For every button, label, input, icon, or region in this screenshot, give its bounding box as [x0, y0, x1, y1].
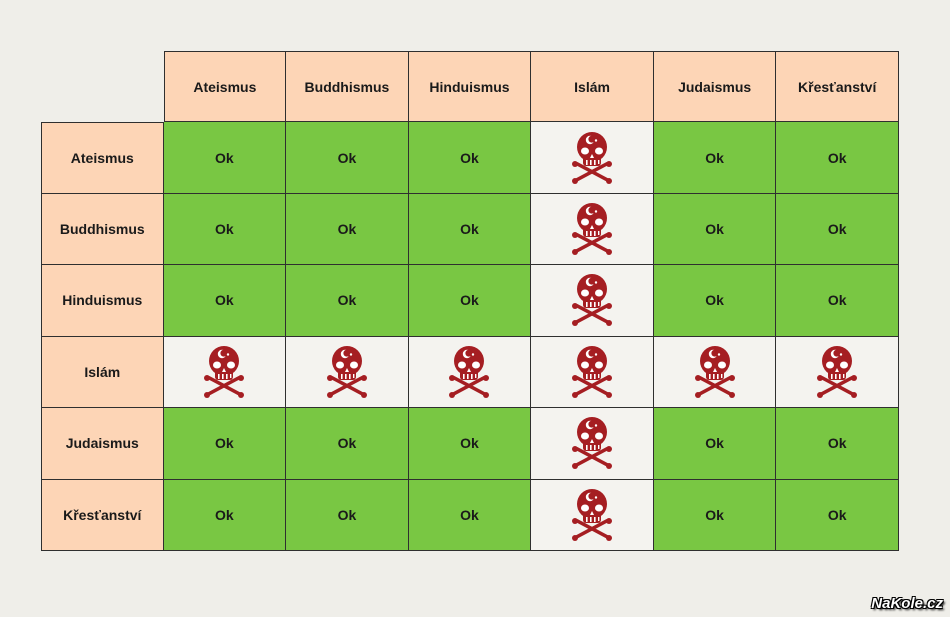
table-cell-ok: Ok [408, 193, 532, 266]
watermark: NaKole.cz [871, 595, 943, 612]
table-cell-ok: Ok [163, 408, 287, 480]
table-cell-danger [531, 479, 654, 551]
table-cell-ok: Ok [776, 408, 899, 480]
table-cell-danger [163, 336, 287, 409]
table-cell-ok: Ok [653, 122, 777, 194]
skull-crossbones-crescent-icon [571, 271, 613, 329]
row-header: Hinduismus [41, 265, 164, 337]
skull-crossbones-crescent-icon [694, 343, 736, 401]
table-cell-ok: Ok [776, 265, 899, 337]
table-cell-ok: Ok [286, 479, 409, 551]
table-cell-danger [776, 336, 899, 409]
row-header: Islám [41, 336, 164, 409]
column-header: Ateismus [163, 51, 287, 123]
table-cell-danger [408, 336, 532, 409]
skull-crossbones-crescent-icon [203, 343, 245, 401]
column-header: Buddhismus [286, 51, 409, 123]
table-cell-ok: Ok [408, 122, 532, 194]
table-cell-ok: Ok [286, 122, 409, 194]
table-cell-ok: Ok [408, 265, 532, 337]
table-cell-danger [531, 122, 654, 194]
skull-crossbones-crescent-icon [571, 200, 613, 258]
table-cell-ok: Ok [776, 193, 899, 266]
table-cell-ok: Ok [286, 193, 409, 266]
skull-crossbones-crescent-icon [571, 129, 613, 187]
table-cell-danger [653, 336, 777, 409]
row-header: Ateismus [41, 122, 164, 194]
skull-crossbones-crescent-icon [571, 486, 613, 544]
row-header: Buddhismus [41, 193, 164, 266]
row-header: Judaismus [41, 408, 164, 480]
table-cell-ok: Ok [163, 193, 287, 266]
corner-empty [41, 51, 164, 122]
compatibility-table: Ateismus Buddhismus Hinduismus Islám Judaism… [41, 51, 899, 551]
table-cell-ok: Ok [776, 479, 899, 551]
skull-crossbones-crescent-icon [571, 414, 613, 472]
table-cell-danger [531, 408, 654, 480]
table-cell-danger [531, 193, 654, 266]
table-cell-ok: Ok [653, 479, 777, 551]
skull-crossbones-crescent-icon [571, 343, 613, 401]
table-cell-ok: Ok [286, 408, 409, 480]
column-header: Hinduismus [408, 51, 532, 123]
row-header: Křesťanství [41, 479, 164, 551]
table-cell-ok: Ok [163, 265, 287, 337]
column-header: Křesťanství [776, 51, 899, 123]
table-cell-ok: Ok [286, 265, 409, 337]
table-cell-ok: Ok [163, 479, 287, 551]
skull-crossbones-crescent-icon [816, 343, 858, 401]
table-cell-danger [531, 265, 654, 337]
table-cell-ok: Ok [408, 479, 532, 551]
table-cell-ok: Ok [408, 408, 532, 480]
table-cell-ok: Ok [653, 193, 777, 266]
skull-crossbones-crescent-icon [326, 343, 368, 401]
column-header: Islám [531, 51, 654, 123]
table-cell-danger [286, 336, 409, 409]
table-cell-ok: Ok [653, 408, 777, 480]
table-cell-ok: Ok [653, 265, 777, 337]
table-cell-danger [531, 336, 654, 409]
table-cell-ok: Ok [163, 122, 287, 194]
table-cell-ok: Ok [776, 122, 899, 194]
column-header: Judaismus [653, 51, 777, 123]
skull-crossbones-crescent-icon [448, 343, 490, 401]
